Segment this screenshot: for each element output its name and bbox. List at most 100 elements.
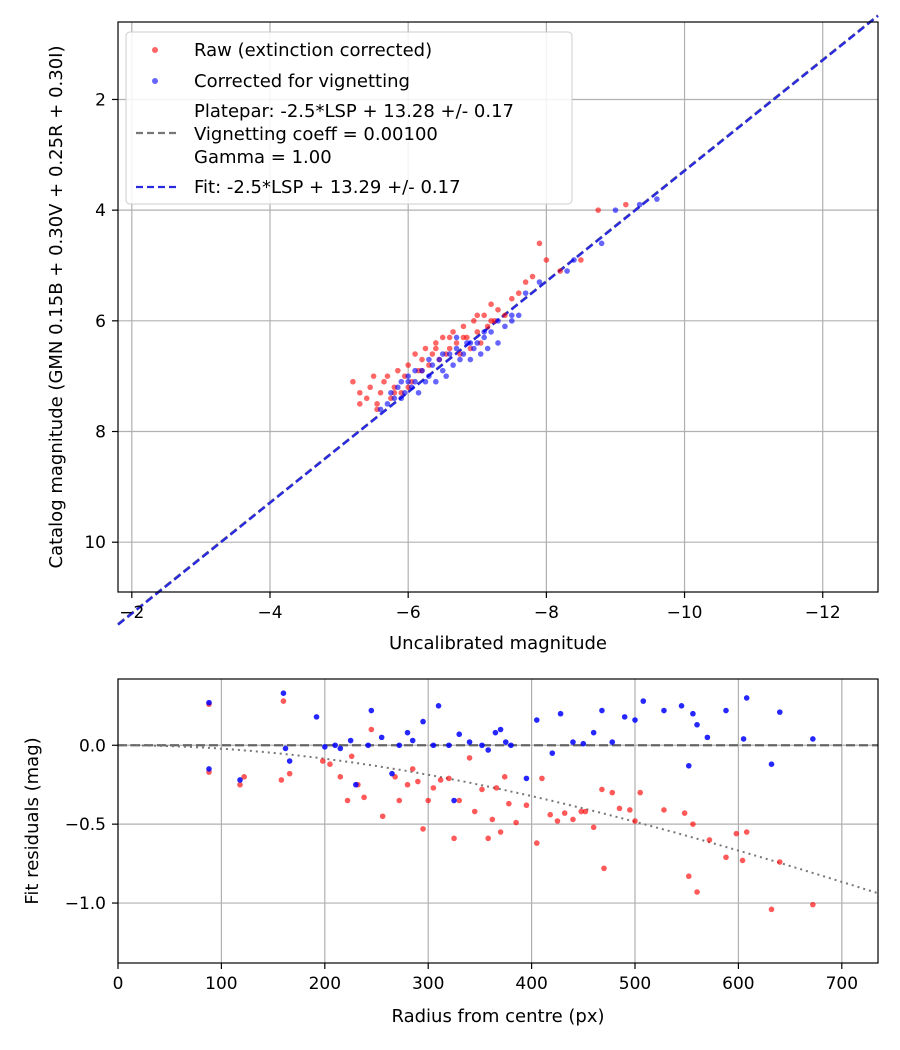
corrected-point <box>439 351 446 357</box>
corrected-point <box>467 356 474 363</box>
corrected-point <box>412 367 418 374</box>
raw-residual-point <box>501 774 508 780</box>
top-y-tick-label: 2 <box>95 90 106 110</box>
corrected-point <box>443 373 449 379</box>
raw-residual-point <box>561 810 568 816</box>
raw-residual-point <box>694 889 700 895</box>
raw-residual-point <box>632 818 638 824</box>
raw-residual-point <box>319 758 326 764</box>
corrected-residual-point <box>404 729 411 736</box>
corrected-residual-point <box>621 714 628 720</box>
raw-residual-point <box>582 808 589 815</box>
bottom-x-tick-label: 300 <box>412 974 444 994</box>
corrected-point <box>433 378 439 385</box>
corrected-residual-point <box>396 742 403 749</box>
raw-point <box>471 318 477 324</box>
corrected-residual-point <box>420 718 426 725</box>
corrected-point <box>571 257 577 263</box>
bottom-y-ticks: 0.0 −0.5 −1.0 <box>65 736 118 914</box>
raw-residual-point <box>685 873 692 880</box>
corrected-point <box>509 318 515 324</box>
raw-residual-point <box>446 775 452 782</box>
corrected-point <box>384 401 391 407</box>
raw-residual-point <box>609 789 616 796</box>
raw-residual-point <box>456 797 463 804</box>
bottom-y-tick-label: 0.0 <box>79 736 106 756</box>
corrected-residual-point <box>389 770 395 777</box>
corrected-residual-point <box>549 750 556 756</box>
raw-point <box>502 312 508 319</box>
raw-residual-point <box>627 807 633 813</box>
corrected-point <box>522 290 529 296</box>
raw-point <box>381 378 387 385</box>
bottom-y-tick-label: −0.5 <box>65 815 106 835</box>
corrected-point <box>467 340 474 346</box>
top-points <box>350 196 660 413</box>
bottom-grid <box>117 679 878 963</box>
bottom-x-axis-label: Radius from centre (px) <box>391 1006 604 1027</box>
bottom-x-tick-label: 500 <box>619 974 651 994</box>
corrected-point <box>388 389 394 396</box>
corrected-residual-point <box>280 690 287 696</box>
corrected-point <box>477 351 484 357</box>
raw-residual-point <box>690 821 696 827</box>
corrected-residual-point <box>523 775 530 782</box>
raw-residual-point <box>547 811 554 818</box>
raw-point <box>522 279 529 285</box>
bottom-x-tick-label: 200 <box>309 974 341 994</box>
corrected-residual-point <box>557 710 564 717</box>
raw-point <box>377 389 384 396</box>
corrected-residual-point <box>337 745 344 752</box>
raw-residual-point <box>404 781 411 788</box>
top-x-tick-label: −6 <box>396 603 421 623</box>
raw-point <box>367 384 373 391</box>
corrected-point <box>405 378 411 385</box>
raw-point <box>488 301 494 308</box>
legend-box <box>125 31 573 205</box>
raw-residual-point <box>723 854 729 861</box>
corrected-point <box>598 240 605 247</box>
top-y-ticks: 2 4 6 8 10 <box>84 90 118 553</box>
corrected-point <box>460 351 467 357</box>
legend-corrected-label: Corrected for vignetting <box>194 71 410 92</box>
bottom-reference-lines <box>118 744 879 895</box>
corrected-point <box>509 312 515 319</box>
corrected-residual-point <box>599 707 605 714</box>
raw-residual-point <box>768 906 775 913</box>
raw-residual-point <box>241 774 247 780</box>
corrected-point <box>429 362 436 368</box>
raw-point <box>484 323 491 330</box>
top-plot-frame <box>117 21 879 593</box>
legend-raw-label: Raw (extinction corrected) <box>194 40 432 61</box>
raw-point <box>543 257 550 263</box>
raw-point <box>363 395 370 402</box>
corrected-residual-point <box>723 707 729 714</box>
raw-point <box>509 295 515 302</box>
raw-residual-point <box>681 810 688 816</box>
raw-residual-point <box>590 824 597 831</box>
raw-residual-point <box>493 785 500 791</box>
raw-residual-point <box>661 807 667 813</box>
corrected-residual-point <box>533 717 540 723</box>
raw-point <box>595 207 601 213</box>
raw-residual-point <box>578 808 585 815</box>
raw-residual-point <box>637 789 643 796</box>
corrected-residual-point <box>435 703 442 709</box>
raw-point <box>481 312 487 319</box>
corrected-point <box>426 373 432 379</box>
raw-point <box>536 240 543 247</box>
raw-point <box>460 334 467 341</box>
corrected-residual-point <box>590 729 597 736</box>
corrected-residual-point <box>740 736 747 742</box>
top-x-axis-label: Uncalibrated magnitude <box>389 633 607 654</box>
raw-residual-point <box>379 813 386 820</box>
legend: Raw (extinction corrected) Corrected for… <box>125 31 573 205</box>
raw-residual-point <box>706 837 713 843</box>
raw-residual-point <box>415 778 421 785</box>
bottom-x-tick-label: 600 <box>722 974 754 994</box>
raw-residual-point <box>420 826 426 832</box>
raw-residual-point <box>533 840 540 846</box>
raw-point <box>515 290 522 296</box>
corrected-point <box>391 395 398 402</box>
raw-point <box>370 373 377 379</box>
